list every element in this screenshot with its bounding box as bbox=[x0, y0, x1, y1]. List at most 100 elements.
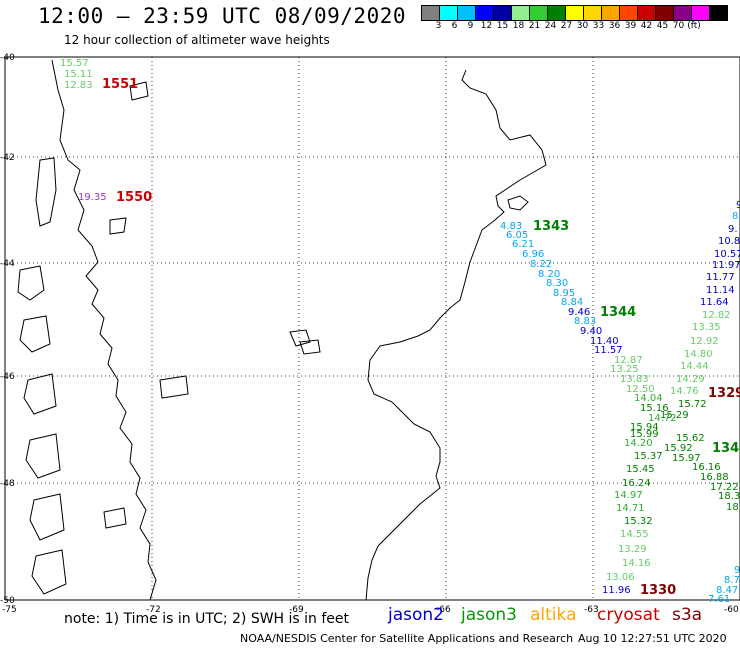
scale-swatch bbox=[529, 5, 548, 21]
wave-height-value: 8 bbox=[732, 211, 738, 222]
archipelago-6 bbox=[31, 549, 67, 595]
scale-swatch bbox=[439, 5, 458, 21]
lake-2 bbox=[159, 375, 189, 399]
wave-height-value: 12.82 bbox=[702, 310, 731, 321]
wave-height-value: 6.96 bbox=[522, 249, 544, 260]
pass-id-label: 1329 bbox=[708, 386, 740, 401]
wave-height-value: 8.84 bbox=[561, 297, 583, 308]
wave-height-value: 11.96 bbox=[602, 585, 631, 596]
wave-height-value: 7.61 bbox=[708, 594, 730, 605]
wave-height-value: 12.87 bbox=[614, 355, 643, 366]
archipelago-4 bbox=[25, 433, 61, 479]
wave-height-value: 12.83 bbox=[64, 80, 93, 91]
wave-height-value: 15.37 bbox=[634, 451, 663, 462]
scale-label: 15 bbox=[496, 21, 509, 31]
chile-coast bbox=[51, 59, 157, 601]
wave-height-value: 18. bbox=[726, 502, 740, 513]
pass-id-label: 1551 bbox=[102, 77, 138, 92]
wave-height-value: 14.44 bbox=[680, 361, 709, 372]
pass-id-label: 1550 bbox=[116, 190, 152, 205]
wave-height-value: 11.14 bbox=[706, 285, 735, 296]
map-title: 12:00 — 23:59 UTC 08/09/2020 bbox=[38, 4, 407, 28]
scale-label: 42 bbox=[640, 21, 653, 31]
scale-swatch bbox=[457, 5, 476, 21]
wave-height-value: 6.21 bbox=[512, 239, 534, 250]
scale-label: 18 bbox=[512, 21, 525, 31]
wave-height-value: 14.04 bbox=[634, 393, 663, 404]
wave-height-value: 9. bbox=[728, 224, 738, 235]
scale-swatch bbox=[421, 5, 440, 21]
wave-height-value: 16.88 bbox=[700, 472, 729, 483]
wave-height-value: 11.97 bbox=[712, 260, 740, 271]
color-scale bbox=[421, 5, 728, 21]
pass-labels: 1551 1550 1343 1344 1329 134 1330 bbox=[102, 77, 740, 598]
pass-id-label: 1330 bbox=[640, 583, 676, 598]
wave-height-value: 4.83 bbox=[500, 221, 522, 232]
scale-swatch bbox=[655, 5, 674, 21]
scale-label: 36 bbox=[608, 21, 621, 31]
wave-height-value: 8.95 bbox=[553, 288, 575, 299]
valdes-peninsula bbox=[507, 195, 529, 211]
wave-height-value: 11.64 bbox=[700, 297, 729, 308]
scale-label: 9 bbox=[467, 21, 474, 31]
wave-height-value: 8.30 bbox=[546, 278, 568, 289]
scale-label: 70 bbox=[672, 21, 685, 31]
legend-cryosat: cryosat bbox=[597, 605, 660, 625]
scale-label: 27 bbox=[560, 21, 573, 31]
scale-unit: (ft) bbox=[687, 21, 701, 31]
note-text: note: 1) Time is in UTC; 2) SWH is in fe… bbox=[64, 611, 350, 627]
wave-height-value: 15.32 bbox=[624, 516, 653, 527]
lat-tick-label: -42 bbox=[0, 153, 15, 163]
scale-swatch bbox=[691, 5, 710, 21]
lake-4 bbox=[129, 81, 149, 101]
wave-height-value: 13.35 bbox=[692, 322, 721, 333]
lat-lon-grid bbox=[4, 56, 740, 601]
wave-height-value: 9 bbox=[736, 200, 740, 211]
scale-swatch bbox=[493, 5, 512, 21]
lon-tick-label: -69 bbox=[289, 605, 304, 615]
pass-id-label: 1343 bbox=[533, 219, 569, 234]
wave-height-value: 15.29 bbox=[660, 410, 689, 421]
wave-height-value: 13.25 bbox=[610, 364, 639, 375]
wave-height-value: 11.57 bbox=[594, 345, 623, 356]
scale-swatch bbox=[475, 5, 494, 21]
wave-height-value: 9 bbox=[734, 565, 740, 576]
wave-height-value: 14.20 bbox=[624, 438, 653, 449]
wave-height-value: 14.16 bbox=[622, 558, 651, 569]
scale-label: 21 bbox=[528, 21, 541, 31]
wave-height-value: 15.72 bbox=[678, 399, 707, 410]
wave-height-value: 17.22 bbox=[710, 482, 739, 493]
scale-label: 33 bbox=[592, 21, 605, 31]
lon-tick-label: -63 bbox=[584, 605, 599, 615]
wave-height-value: 14.55 bbox=[620, 529, 649, 540]
wave-height-value: 15.45 bbox=[626, 464, 655, 475]
scale-label: 30 bbox=[576, 21, 589, 31]
pass-id-label: 134 bbox=[712, 441, 739, 456]
lon-tick-label: -75 bbox=[2, 605, 17, 615]
wave-height-value: 9.46 bbox=[568, 307, 590, 318]
scale-swatch bbox=[619, 5, 638, 21]
island-offshore-2 bbox=[299, 339, 321, 355]
lat-tick-label: -40 bbox=[0, 53, 15, 63]
wave-height-value: 14.71 bbox=[616, 503, 645, 514]
wave-height-value: 14.97 bbox=[614, 490, 643, 501]
wave-height-value: 11.40 bbox=[590, 336, 619, 347]
wave-height-value: 10.57 bbox=[714, 249, 740, 260]
argentina-coast bbox=[365, 69, 547, 601]
lon-tick-label: -66 bbox=[436, 605, 451, 615]
legend-jason2: jason2 bbox=[388, 605, 444, 625]
lake-1 bbox=[109, 217, 127, 235]
wave-height-value: 10.8 bbox=[718, 236, 740, 247]
wave-height-value: 6.05 bbox=[506, 230, 528, 241]
wave-height-value: 11.77 bbox=[706, 272, 735, 283]
wave-height-value: 15.16 bbox=[640, 403, 669, 414]
pass-id-label: 1344 bbox=[600, 305, 636, 320]
scale-label: 12 bbox=[480, 21, 493, 31]
wave-height-value: 14.72 bbox=[648, 413, 677, 424]
scale-label: 3 bbox=[435, 21, 442, 31]
wave-height-value: 15.94 bbox=[630, 422, 659, 433]
archipelago-3 bbox=[23, 373, 57, 415]
wave-height-value: 13.83 bbox=[620, 374, 649, 385]
